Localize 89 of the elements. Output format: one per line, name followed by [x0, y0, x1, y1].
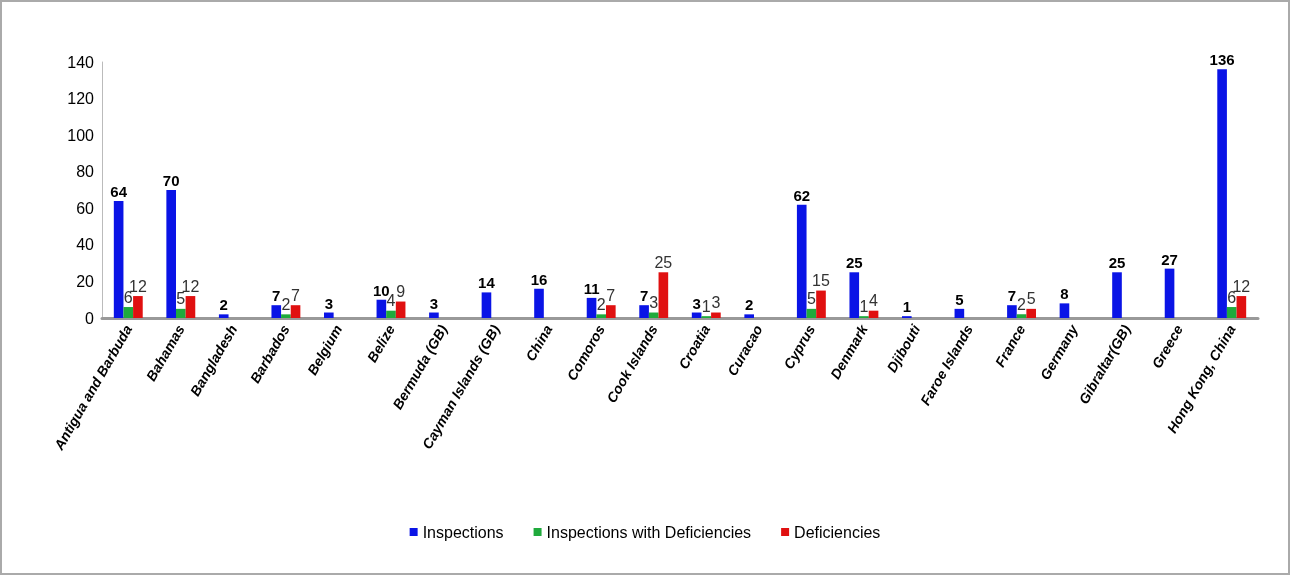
bar: [1007, 305, 1017, 318]
y-tick-label: 0: [85, 309, 95, 327]
data-label: 70: [162, 172, 180, 189]
bar: [1112, 272, 1122, 318]
data-label: 15: [812, 272, 830, 290]
bar: [395, 301, 406, 318]
data-label: 7: [291, 286, 301, 304]
bar: [185, 296, 196, 318]
bar: [1016, 314, 1027, 318]
data-label: 1: [701, 297, 711, 315]
bar: [281, 314, 291, 318]
data-label: 3: [711, 294, 721, 312]
data-label: 2: [596, 295, 606, 313]
bar: [386, 310, 396, 318]
legend-label: Inspections with Deficiencies: [546, 523, 752, 541]
y-tick-label: 120: [67, 90, 95, 108]
data-label: 7: [606, 286, 616, 304]
data-label: 5: [806, 290, 816, 308]
bar: [133, 296, 143, 318]
data-label: 5: [955, 290, 964, 308]
data-label: 3: [429, 294, 439, 312]
data-label: 1: [859, 297, 869, 315]
bar: [481, 292, 492, 318]
bar: [658, 272, 669, 318]
bar: [796, 204, 807, 318]
bar: [711, 312, 721, 318]
legend-label: Inspections: [422, 523, 504, 541]
bar: [271, 305, 282, 318]
bar: [1236, 296, 1247, 318]
bar: [1217, 69, 1227, 318]
data-label: 25: [654, 253, 673, 271]
data-label: 2: [745, 296, 754, 314]
data-label: 12: [181, 277, 200, 295]
bar: [1226, 307, 1237, 318]
data-label: 14: [478, 274, 496, 292]
data-label: 7: [272, 287, 281, 305]
bar: [586, 297, 597, 318]
bar: [868, 310, 879, 318]
bar: [113, 200, 124, 318]
data-label: 136: [1209, 51, 1235, 69]
bar: [429, 312, 439, 318]
bar: [166, 190, 176, 318]
bar: [648, 312, 659, 318]
bar: [176, 308, 186, 318]
data-label: 7: [639, 287, 649, 305]
bar: [596, 314, 606, 318]
data-label: 11: [583, 279, 600, 297]
y-tick-label: 80: [76, 163, 95, 181]
data-label: 5: [1026, 290, 1036, 308]
data-label: 3: [649, 294, 659, 312]
bar: [816, 290, 826, 318]
data-label: 64: [110, 182, 128, 200]
data-label: 25: [1108, 254, 1126, 272]
bar: [606, 305, 616, 318]
bar: [534, 288, 544, 318]
data-label: 2: [1017, 295, 1027, 313]
data-label: 2: [219, 296, 228, 314]
data-label: 9: [396, 283, 406, 301]
bar: [123, 307, 134, 318]
data-label: 16: [530, 270, 548, 288]
data-label: 25: [845, 254, 863, 272]
bar: [324, 312, 334, 318]
data-label: 62: [793, 186, 811, 204]
bar: [1164, 268, 1175, 318]
data-label: 3: [692, 294, 701, 312]
data-label: 8: [1060, 285, 1069, 303]
data-label: 27: [1161, 250, 1178, 268]
y-tick-label: 20: [76, 272, 95, 290]
y-tick-label: 100: [67, 126, 95, 144]
data-label: 10: [373, 281, 390, 299]
data-label: 3: [324, 294, 333, 312]
bar: [1059, 303, 1070, 318]
data-label: 4: [869, 292, 879, 310]
bar: [1026, 308, 1036, 318]
y-tick-label: 140: [67, 53, 95, 71]
bar: [218, 314, 229, 318]
bar: [290, 305, 301, 318]
bar: [376, 299, 387, 318]
bar: [806, 308, 817, 318]
data-label: 2: [281, 295, 291, 313]
data-label: 1: [902, 298, 911, 316]
bar: [849, 272, 860, 318]
bar: [744, 314, 754, 318]
bar: [639, 305, 649, 318]
bar: [954, 308, 965, 318]
data-label: 7: [1007, 287, 1017, 305]
y-tick-label: 40: [76, 236, 95, 254]
y-tick-label: 60: [76, 199, 95, 217]
legend-label: Deficiencies: [794, 523, 881, 541]
